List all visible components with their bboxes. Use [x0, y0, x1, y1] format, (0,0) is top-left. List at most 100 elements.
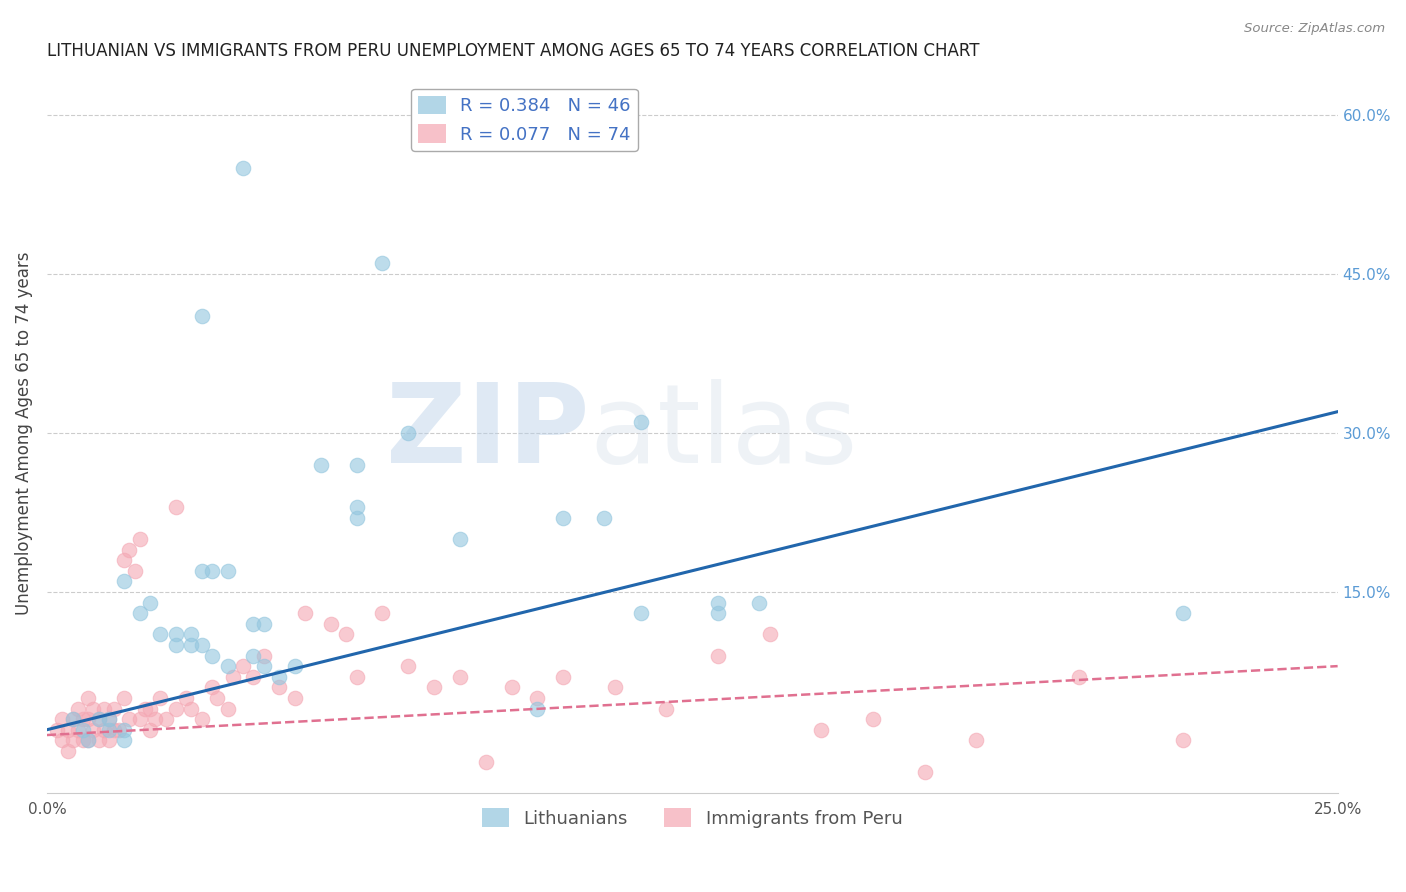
Point [371, 606, 394, 620]
Point [82, 701, 104, 715]
Point [191, 564, 214, 578]
Point [630, 415, 652, 429]
Point [346, 510, 368, 524]
Y-axis label: Unemployment Among Ages 65 to 74 years: Unemployment Among Ages 65 to 74 years [15, 252, 32, 615]
Text: atlas: atlas [589, 379, 858, 486]
Point [112, 733, 135, 747]
Point [180, 638, 202, 652]
Point [965, 733, 987, 747]
Point [180, 701, 202, 715]
Point [97, 733, 120, 747]
Point [201, 564, 224, 578]
Legend: Lithuanians, Immigrants from Peru: Lithuanians, Immigrants from Peru [475, 801, 910, 835]
Point [423, 681, 446, 695]
Point [118, 542, 141, 557]
Point [201, 648, 224, 663]
Point [758, 627, 780, 641]
Point [87, 712, 110, 726]
Point [191, 638, 214, 652]
Point [93, 701, 115, 715]
Point [526, 690, 548, 705]
Point [62, 733, 84, 747]
Point [118, 712, 141, 726]
Point [77, 733, 100, 747]
Point [1069, 670, 1091, 684]
Point [526, 701, 548, 715]
Point [449, 532, 471, 546]
Point [56, 744, 79, 758]
Point [217, 564, 239, 578]
Point [232, 659, 254, 673]
Point [630, 606, 652, 620]
Point [253, 616, 276, 631]
Point [553, 510, 575, 524]
Point [165, 627, 187, 641]
Point [51, 733, 73, 747]
Point [1171, 606, 1194, 620]
Point [149, 627, 172, 641]
Point [66, 723, 89, 737]
Point [217, 701, 239, 715]
Point [593, 510, 616, 524]
Point [346, 670, 368, 684]
Point [77, 733, 100, 747]
Text: Source: ZipAtlas.com: Source: ZipAtlas.com [1244, 22, 1385, 36]
Point [143, 712, 166, 726]
Point [862, 712, 884, 726]
Point [139, 701, 162, 715]
Point [284, 690, 307, 705]
Point [191, 712, 214, 726]
Point [108, 723, 131, 737]
Point [914, 765, 936, 780]
Point [222, 670, 245, 684]
Point [396, 425, 419, 440]
Point [180, 627, 202, 641]
Point [655, 701, 678, 715]
Point [449, 670, 471, 684]
Point [191, 310, 214, 324]
Point [174, 690, 197, 705]
Point [128, 532, 150, 546]
Point [242, 670, 264, 684]
Point [748, 595, 770, 609]
Point [51, 712, 73, 726]
Point [112, 553, 135, 567]
Text: ZIP: ZIP [385, 379, 589, 486]
Point [603, 681, 626, 695]
Point [371, 256, 394, 270]
Point [165, 638, 187, 652]
Point [501, 681, 523, 695]
Point [269, 681, 291, 695]
Point [134, 701, 156, 715]
Point [155, 712, 177, 726]
Point [309, 458, 332, 472]
Point [93, 723, 115, 737]
Point [217, 659, 239, 673]
Point [165, 500, 187, 514]
Point [149, 690, 172, 705]
Point [97, 712, 120, 726]
Point [62, 712, 84, 726]
Point [97, 712, 120, 726]
Point [294, 606, 316, 620]
Point [72, 712, 94, 726]
Point [707, 595, 730, 609]
Point [474, 755, 496, 769]
Point [112, 723, 135, 737]
Point [207, 690, 229, 705]
Point [1171, 733, 1194, 747]
Point [97, 723, 120, 737]
Point [335, 627, 357, 641]
Point [319, 616, 342, 631]
Point [707, 606, 730, 620]
Point [346, 500, 368, 514]
Point [346, 458, 368, 472]
Point [139, 595, 162, 609]
Point [87, 733, 110, 747]
Point [553, 670, 575, 684]
Point [165, 701, 187, 715]
Point [62, 712, 84, 726]
Point [72, 723, 94, 737]
Point [242, 616, 264, 631]
Point [128, 712, 150, 726]
